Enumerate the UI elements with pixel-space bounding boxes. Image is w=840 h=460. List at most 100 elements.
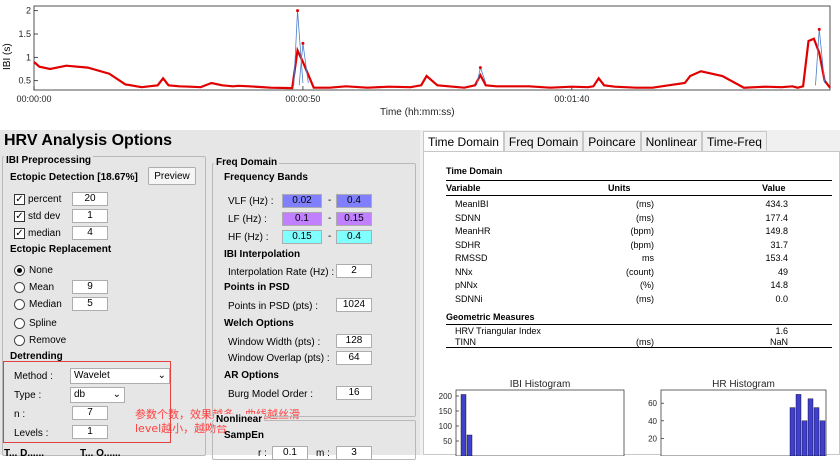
hr-histogram-title: HR Histogram xyxy=(712,379,775,390)
ibi-ylabel: IBI (s) xyxy=(2,43,13,70)
window-width-input[interactable]: 128 xyxy=(336,334,372,348)
td-title-rule xyxy=(446,180,832,181)
window-overlap-label: Window Overlap (pts) : xyxy=(228,353,330,364)
ibi-raw-spike xyxy=(476,67,481,86)
chevron-down-icon: ⌄ xyxy=(112,389,121,400)
ibi-histogram-axes xyxy=(455,389,625,456)
ibi-ectopic-point xyxy=(478,66,482,70)
method-select[interactable]: Wavelet ⌄ xyxy=(70,368,170,384)
burg-label: Burg Model Order : xyxy=(228,389,314,400)
vlf-low-input[interactable]: 0.02 xyxy=(282,194,322,208)
preview-button[interactable]: Preview xyxy=(148,167,196,185)
ibi-ytick-label: 1.5 xyxy=(18,29,31,39)
td-variable: SDHR xyxy=(455,239,481,250)
median-input[interactable]: 4 xyxy=(72,226,108,240)
td-units: (ms) xyxy=(636,199,654,209)
m-input[interactable]: 3 xyxy=(336,446,372,460)
points-psd-label: Points in PSD xyxy=(224,282,290,293)
percent-input[interactable]: 20 xyxy=(72,192,108,206)
ibi-ytick-label: 0.5 xyxy=(18,76,31,86)
mean-radio[interactable] xyxy=(14,282,25,293)
burg-input[interactable]: 16 xyxy=(336,386,372,400)
window-width-label: Window Width (pts) : xyxy=(228,337,321,348)
hf-high-input[interactable]: 0.4 xyxy=(336,230,372,244)
vlf-label: VLF (Hz) : xyxy=(228,196,274,207)
td-value: 0.0 xyxy=(775,293,788,304)
td-variable: MeanHR xyxy=(455,226,491,236)
hf-label: HF (Hz) : xyxy=(228,232,269,243)
ibi-xlabel: Time (hh:mm:ss) xyxy=(380,107,455,118)
window-overlap-input[interactable]: 64 xyxy=(336,351,372,365)
ibi-histogram-ytick-label: 50 xyxy=(443,437,452,446)
n-input[interactable]: 7 xyxy=(72,406,108,420)
hr-histogram-bar xyxy=(807,398,814,456)
ibi-raw-spike xyxy=(297,10,304,84)
td-value: 31.7 xyxy=(770,239,788,250)
tab-poincare[interactable]: Poincare xyxy=(583,131,641,151)
interp-rate-input[interactable]: 2 xyxy=(336,264,372,278)
tab-freq-domain[interactable]: Freq Domain xyxy=(503,131,584,151)
lf-high-input[interactable]: 0.15 xyxy=(336,212,372,226)
ibi-raw-spike xyxy=(815,29,820,86)
td-variable: RMSSD xyxy=(455,253,488,263)
header-rule xyxy=(446,195,832,196)
geo-units: (ms) xyxy=(636,337,654,347)
hr-histogram-ytick-label: 60 xyxy=(648,399,657,408)
percent-checkbox[interactable]: ✓ xyxy=(14,194,25,205)
chevron-down-icon: ⌄ xyxy=(157,370,166,381)
n-label: n : xyxy=(14,409,26,420)
hf-low-input[interactable]: 0.15 xyxy=(282,230,322,244)
remove-radio[interactable] xyxy=(14,335,25,346)
median-radio[interactable] xyxy=(14,299,25,310)
ibi-ytick-label: 2 xyxy=(26,6,31,16)
stddev-input[interactable]: 1 xyxy=(72,209,108,223)
median-option-input[interactable]: 5 xyxy=(72,297,108,311)
spline-label: Spline xyxy=(29,318,57,329)
ar-options-label: AR Options xyxy=(224,370,279,381)
td-units: (ms) xyxy=(636,293,654,304)
mean-input[interactable]: 9 xyxy=(72,280,108,294)
ibi-ectopic-point xyxy=(817,27,821,31)
ibi-plot[interactable]: 0.5 1 1.5 2 00:00:00 00:00:50 00:01:40 xyxy=(0,0,840,130)
ibi-interpolation-label: IBI Interpolation xyxy=(224,249,301,260)
ibi-raw-spike xyxy=(302,43,309,84)
td-value: 149.8 xyxy=(765,226,788,236)
td-value: 177.4 xyxy=(765,212,788,223)
none-radio[interactable] xyxy=(14,265,25,276)
tab-time-domain[interactable]: Time Domain xyxy=(423,131,504,151)
levels-label: Levels : xyxy=(14,428,49,439)
histograms: IBI Histogram 50 100 150 200 HR Histogram 20 40… xyxy=(439,379,827,456)
lf-label: LF (Hz) : xyxy=(228,214,267,225)
ibi-xtick-label: 00:00:50 xyxy=(285,94,320,104)
ibi-histogram-bar xyxy=(460,394,467,456)
vlf-dash: - xyxy=(328,195,332,206)
levels-input[interactable]: 1 xyxy=(72,425,108,439)
td-variable: pNNx xyxy=(455,280,478,290)
td-value: 14.8 xyxy=(770,280,788,290)
tab-time-freq[interactable]: Time-Freq xyxy=(702,131,767,151)
r-input[interactable]: 0.1 xyxy=(272,446,308,460)
stddev-label: std dev xyxy=(28,211,61,222)
ibi-histogram-title: IBI Histogram xyxy=(510,379,571,390)
results-panel: Time Domain Freq Domain Poincare Nonline… xyxy=(420,130,840,456)
type-value: db xyxy=(74,389,86,400)
ibi-histogram-ytick-label: 200 xyxy=(439,392,453,401)
td-units: (bpm) xyxy=(630,239,654,250)
hrv-options-panel: HRV Analysis Options IBI Preprocessing E… xyxy=(0,130,420,460)
tab-nonlinear[interactable]: Nonlinear xyxy=(640,131,703,151)
td-variable: MeanIBI xyxy=(455,199,489,209)
points-psd-field-label: Points in PSD (pts) : xyxy=(228,301,319,312)
ibi-raw-spike xyxy=(298,43,304,86)
median-checkbox[interactable]: ✓ xyxy=(14,228,25,239)
method-value: Wavelet xyxy=(74,370,110,381)
vlf-high-input[interactable]: 0.4 xyxy=(336,194,372,208)
td-variable: SDNN xyxy=(455,212,481,223)
type-select[interactable]: db ⌄ xyxy=(70,387,125,403)
hf-dash: - xyxy=(328,231,332,242)
lf-low-input[interactable]: 0.1 xyxy=(282,212,322,226)
points-psd-input[interactable]: 1024 xyxy=(336,298,372,312)
stddev-checkbox[interactable]: ✓ xyxy=(14,211,25,222)
detrending-label: Detrending xyxy=(10,351,63,362)
hr-histogram-bar xyxy=(795,394,802,456)
spline-radio[interactable] xyxy=(14,318,25,329)
